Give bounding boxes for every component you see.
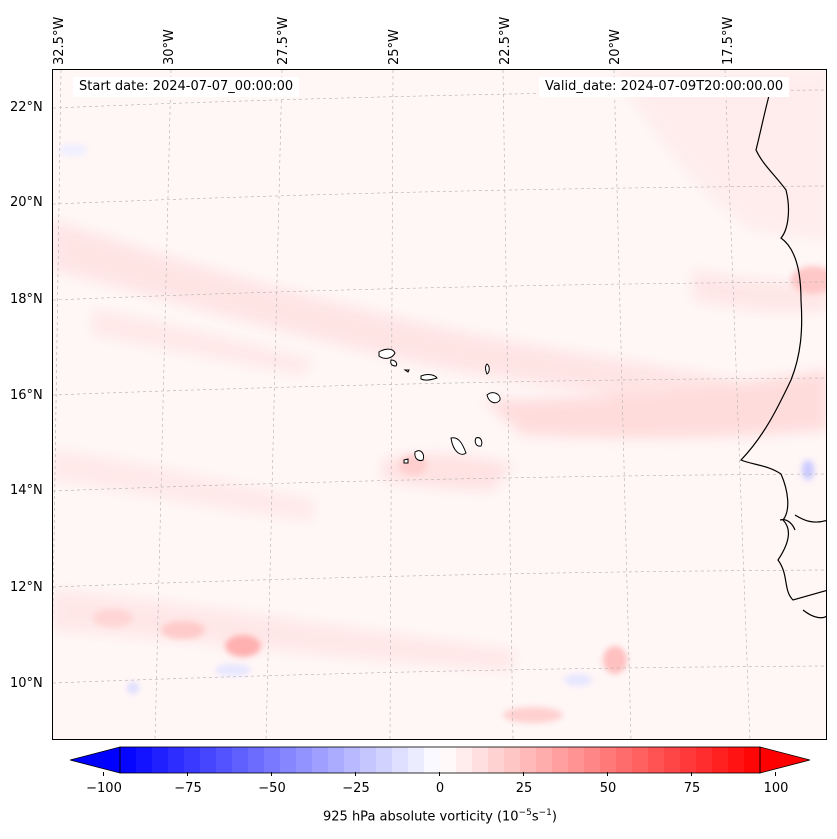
colorbar-tick-label: −100 <box>86 781 122 796</box>
lat-label-10n: 10°N <box>10 676 43 691</box>
colorbar-tick <box>775 772 776 776</box>
colorbar-title: 925 hPa absolute vorticity (10−5s−1) <box>323 808 557 825</box>
colorbar-bin <box>616 747 633 773</box>
graticule <box>53 70 826 739</box>
lon-label-30w: 30°W <box>162 29 177 65</box>
colorbar-bin <box>424 747 441 773</box>
colorbar-bin <box>360 747 377 773</box>
colorbar-bin <box>680 747 697 773</box>
colorbar-bin <box>696 747 713 773</box>
colorbar-bin <box>344 747 361 773</box>
lat-label-20n: 20°N <box>10 195 43 210</box>
colorbar-bin <box>216 747 233 773</box>
colorbar-tick-label: −50 <box>258 781 286 796</box>
colorbar-tick-label: 25 <box>515 781 533 796</box>
colorbar-tick-label: −25 <box>342 781 370 796</box>
coastline <box>739 87 826 619</box>
colorbar-bin <box>456 747 473 773</box>
colorbar-bin <box>328 747 345 773</box>
colorbar-bin <box>584 747 601 773</box>
colorbar-bin <box>312 747 329 773</box>
colorbar-bin <box>632 747 649 773</box>
lon-label-27-5w: 27.5°W <box>276 16 291 65</box>
colorbar-bin <box>136 747 153 773</box>
colorbar-tick-label: −75 <box>174 781 202 796</box>
lon-label-25w: 25°W <box>387 29 402 65</box>
colorbar-bin <box>184 747 201 773</box>
colorbar-tick-label: 100 <box>763 781 789 796</box>
colorbar-tick <box>271 772 272 776</box>
colorbar-tick <box>439 772 440 776</box>
colorbar-bin <box>536 747 553 773</box>
colorbar-bin <box>232 747 249 773</box>
colorbar-tick-label: 50 <box>599 781 617 796</box>
colorbar-bin <box>392 747 409 773</box>
lat-label-22n: 22°N <box>10 100 43 115</box>
colorbar-bin <box>408 747 425 773</box>
colorbar-tick <box>103 772 104 776</box>
colorbar-bin <box>120 747 137 773</box>
colorbar-tick <box>187 772 188 776</box>
colorbar-tick-label: 75 <box>683 781 701 796</box>
colorbar-bin <box>728 747 745 773</box>
lon-label-22-5w: 22.5°W <box>498 16 513 65</box>
colorbar <box>68 746 812 774</box>
colorbar-bin <box>712 747 729 773</box>
colorbar-bin <box>264 747 281 773</box>
map-panel <box>52 69 827 740</box>
colorbar-tick <box>523 772 524 776</box>
lat-label-16n: 16°N <box>10 388 43 403</box>
lon-label-17-5w: 17.5°W <box>721 16 736 65</box>
cape-verde-islands <box>378 348 501 464</box>
vorticity-shading <box>53 70 826 670</box>
colorbar-bin <box>520 747 537 773</box>
colorbar-bin <box>168 747 185 773</box>
colorbar-svg <box>68 746 812 774</box>
valid-date-label: Valid_date: 2024-07-09T20:00:00.00 <box>539 77 790 97</box>
start-date-label: Start date: 2024-07-07_00:00:00 <box>73 77 300 97</box>
colorbar-tick <box>691 772 692 776</box>
colorbar-bin <box>648 747 665 773</box>
colorbar-bin <box>472 747 489 773</box>
colorbar-bin <box>568 747 585 773</box>
lon-label-20w: 20°W <box>608 29 623 65</box>
vorticity-maxima <box>59 144 826 723</box>
colorbar-bin <box>440 747 457 773</box>
colorbar-bin <box>152 747 169 773</box>
colorbar-bin <box>376 747 393 773</box>
colorbar-bin <box>504 747 521 773</box>
colorbar-bin <box>280 747 297 773</box>
lon-label-32-5w: 32.5°W <box>52 16 67 65</box>
colorbar-tick <box>355 772 356 776</box>
colorbar-bin <box>248 747 265 773</box>
colorbar-bin <box>744 747 761 773</box>
colorbar-bin <box>600 747 617 773</box>
colorbar-bin <box>488 747 505 773</box>
lat-label-18n: 18°N <box>10 292 43 307</box>
vorticity-field <box>53 70 826 739</box>
colorbar-tick-label: 0 <box>435 781 445 796</box>
colorbar-bin <box>296 747 313 773</box>
colorbar-bin <box>200 747 217 773</box>
colorbar-tick <box>607 772 608 776</box>
lat-label-12n: 12°N <box>10 580 43 595</box>
colorbar-bin <box>664 747 681 773</box>
lat-label-14n: 14°N <box>10 483 43 498</box>
colorbar-bin <box>552 747 569 773</box>
